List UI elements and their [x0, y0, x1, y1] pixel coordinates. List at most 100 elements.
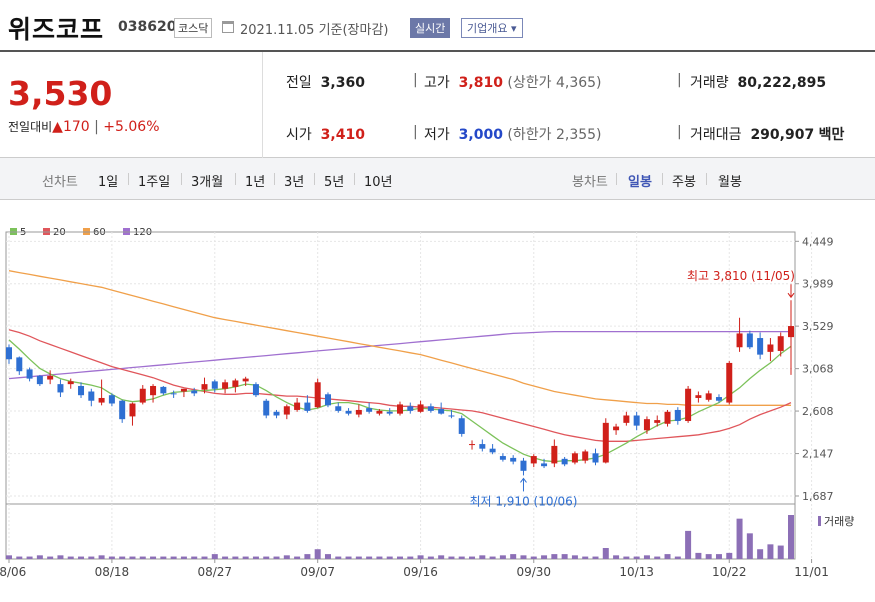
period-weekly[interactable]: 주봉: [672, 175, 696, 190]
candle-body: [26, 369, 33, 379]
volume-bar: [252, 556, 259, 559]
x-tick-label: 09/30: [516, 565, 551, 579]
volume-bar: [633, 556, 640, 559]
prev-close: 전일 3,360: [286, 75, 365, 91]
volume-bar: [757, 549, 764, 559]
range-3y[interactable]: 3년: [284, 175, 305, 190]
period-daily[interactable]: 일봉: [628, 175, 652, 190]
volume-bar: [355, 556, 362, 559]
candle-body: [458, 418, 465, 434]
candle-body: [366, 408, 373, 412]
volume-bar: [67, 556, 74, 559]
trade-amount: 거래대금 290,907 백만: [690, 127, 845, 143]
candle-body: [78, 385, 85, 396]
quote-date: 2021.11.05 기준(장마감): [240, 23, 389, 38]
range-1d[interactable]: 1일: [98, 175, 119, 190]
candle-body: [335, 406, 342, 411]
period-monthly[interactable]: 월봉: [718, 175, 742, 190]
trade-volume: 거래량 80,222,895: [690, 75, 827, 91]
volume-bar: [407, 556, 414, 559]
open-price: 시가 3,410: [286, 127, 365, 143]
ma20-line: [8, 329, 792, 442]
volume-bar: [726, 552, 733, 559]
stock-name: 위즈코프: [8, 15, 105, 44]
volume-bar: [561, 554, 568, 559]
candlesticks: [6, 300, 794, 476]
candle-body: [16, 357, 23, 372]
candle-body: [88, 391, 95, 401]
x-tick-label: 11/01: [794, 565, 829, 579]
candle-body: [108, 395, 115, 404]
market-badge: 코스닥: [174, 18, 213, 38]
candle-body: [324, 394, 331, 406]
candle-body: [715, 397, 722, 401]
candle-body: [664, 411, 671, 424]
volume-bar: [57, 555, 64, 559]
range-3m[interactable]: 3개월: [191, 175, 224, 190]
moving-average-lines: [8, 270, 792, 463]
range-10y[interactable]: 10년: [364, 175, 393, 190]
volume-bar: [335, 556, 342, 559]
volume-bar: [263, 556, 270, 559]
realtime-button[interactable]: 실시간: [410, 18, 451, 38]
volume-bar: [541, 555, 548, 559]
volume-bar: [664, 554, 671, 559]
candle-body: [623, 415, 630, 423]
volume-bar: [180, 556, 187, 559]
volume-bar: [139, 556, 146, 559]
y-tick-label: 4,449: [802, 235, 834, 248]
candle-body: [757, 338, 764, 355]
volume-bar: [160, 556, 167, 559]
candle-body: [57, 384, 64, 393]
x-tick-label: 09/07: [300, 565, 335, 579]
volume-bar: [736, 518, 743, 559]
stock-chart[interactable]: 5 20 60 120 4,4493,9893,5293,0682,6082,1471…: [0, 200, 875, 602]
y-tick-label: 3,529: [802, 320, 834, 333]
candle-body: [438, 409, 445, 414]
volume-bar: [654, 556, 661, 559]
x-tick-label: 08/18: [95, 565, 130, 579]
volume-bar: [417, 555, 424, 559]
line-chart-label: 선차트: [42, 175, 78, 190]
range-5y[interactable]: 5년: [324, 175, 345, 190]
company-info-dropdown[interactable]: 기업개요 ▾: [461, 18, 523, 38]
y-tick-label: 2,608: [802, 405, 834, 418]
candle-chart-label: 봉차트: [572, 175, 608, 190]
candle-body: [530, 456, 537, 464]
candle-body: [314, 382, 321, 408]
volume-bar: [108, 556, 115, 559]
range-1y[interactable]: 1년: [245, 175, 266, 190]
volume-bar: [345, 556, 352, 559]
volume-bar: [623, 556, 630, 559]
candle-body: [489, 448, 496, 453]
volume-bar: [88, 556, 95, 559]
stock-code: 038620: [118, 19, 177, 35]
candle-body: [191, 390, 198, 394]
candle-body: [160, 386, 167, 394]
volume-bar: [191, 556, 198, 559]
volume-bar: [479, 555, 486, 559]
candle-body: [304, 402, 311, 411]
candle-body: [252, 384, 259, 396]
volume-bar: [273, 556, 280, 559]
high-annotation: 최고 3,810 (11/05): [687, 269, 795, 283]
candle-body: [510, 457, 517, 462]
high-price: 고가 3,810 (상한가 4,365): [424, 75, 602, 91]
volume-bar: [499, 555, 506, 559]
range-1w[interactable]: 1주일: [138, 175, 171, 190]
candle-body: [170, 393, 177, 395]
x-tick-label: 08/06: [0, 565, 26, 579]
candle-body: [767, 344, 774, 352]
volume-legend-swatch: [818, 516, 821, 526]
volume-bar: [47, 556, 54, 559]
candle-body: [129, 403, 136, 417]
candle-body: [561, 458, 568, 465]
candle-body: [201, 384, 208, 390]
candle-body: [376, 410, 383, 414]
volume-bar: [767, 544, 774, 559]
volume-bar: [777, 545, 784, 559]
x-tick-label: 08/27: [197, 565, 232, 579]
candle-body: [263, 400, 270, 416]
volume-bar: [26, 556, 33, 559]
candle-body: [695, 395, 702, 398]
